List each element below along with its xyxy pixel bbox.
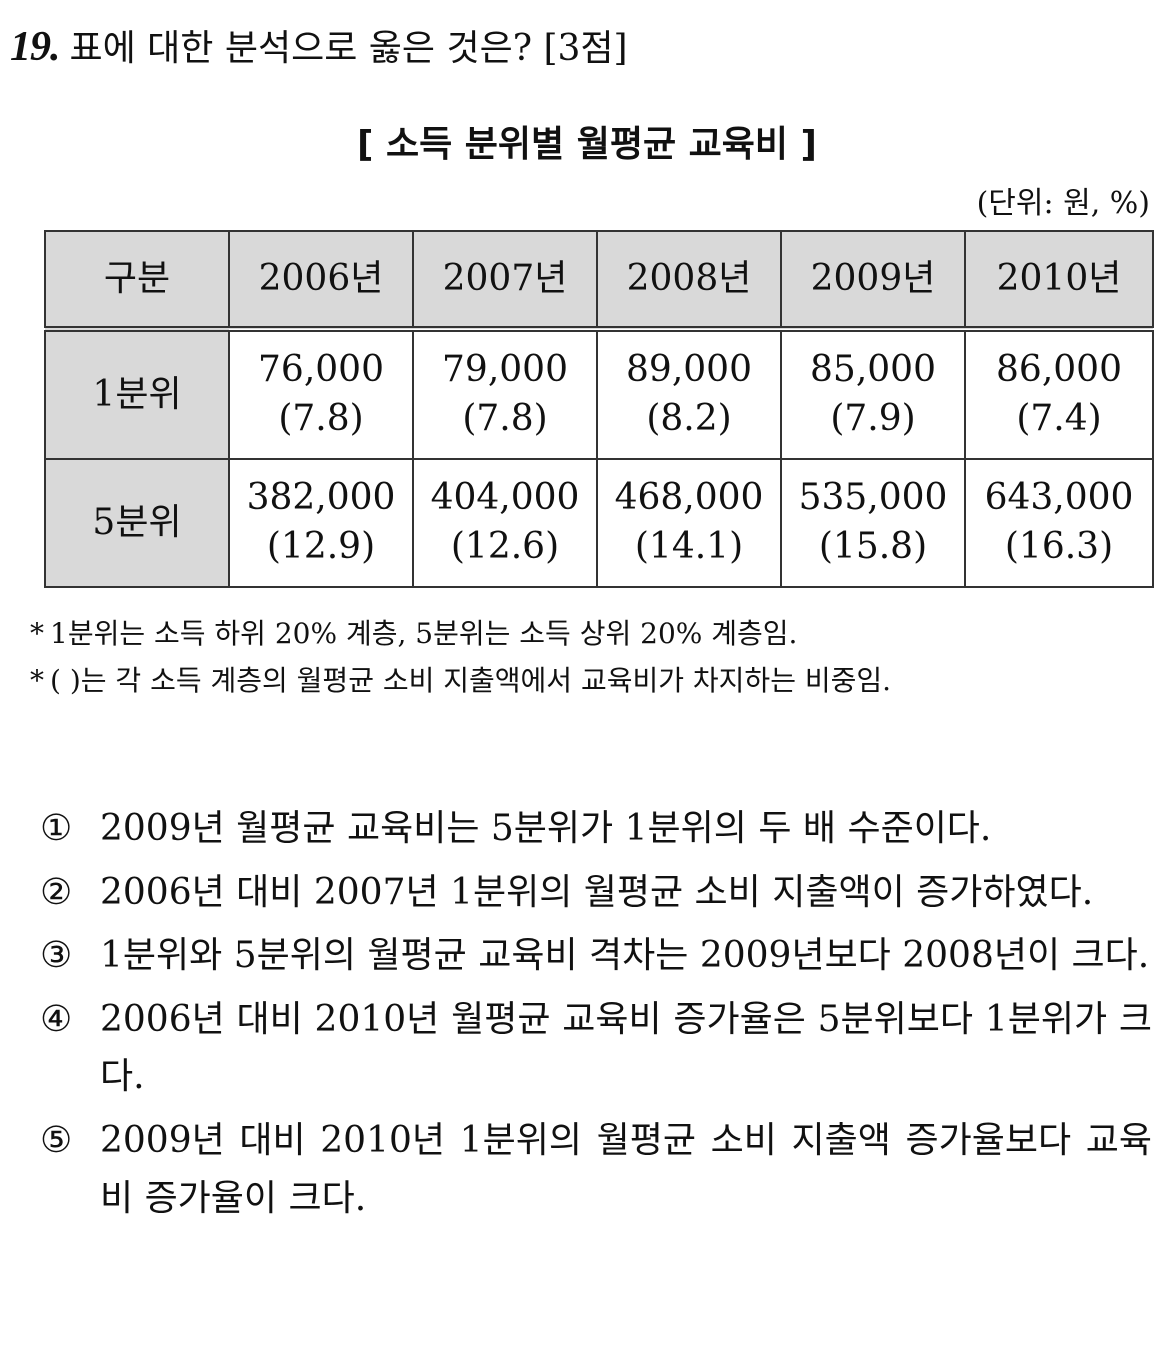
option-3[interactable]: ③ 1분위와 5분위의 월평균 교육비 격차는 2009년보다 2008년이 크… xyxy=(40,927,1152,985)
option-2[interactable]: ② 2006년 대비 2007년 1분위의 월평균 소비 지출액이 증가하였다. xyxy=(40,864,1152,922)
cell-ratio: (7.4) xyxy=(1016,398,1102,439)
table-row: 5분위 382,000 (12.9) 404,000 (12.6) 468,000 (… xyxy=(44,458,1154,588)
header-year-2007: 2007년 xyxy=(412,230,598,332)
note-item: * ( )는 각 소득 계층의 월평균 소비 지출액에서 교육비가 차지하는 비… xyxy=(30,659,1154,702)
cell-ratio: (7.8) xyxy=(462,398,548,439)
header-year-2009: 2009년 xyxy=(780,230,966,332)
note-text: ( )는 각 소득 계층의 월평균 소비 지출액에서 교육비가 차지하는 비중임… xyxy=(50,664,892,698)
option-5[interactable]: ⑤ 2009년 대비 2010년 1분위의 월평균 소비 지출액 증가율보다 교… xyxy=(40,1112,1152,1227)
option-text: 2006년 대비 2010년 월평균 교육비 증가율은 5분위보다 1분위가 크… xyxy=(100,998,1152,1098)
table-cell: 468,000 (14.1) xyxy=(596,458,782,588)
question-number: 19. xyxy=(10,24,60,70)
row-label-quintile-1: 1분위 xyxy=(44,328,230,460)
note-asterisk: * xyxy=(30,664,44,698)
table-cell: 382,000 (12.9) xyxy=(228,458,414,588)
table-cell: 535,000 (15.8) xyxy=(780,458,966,588)
cell-ratio: (12.9) xyxy=(266,526,376,567)
note-item: * 1분위는 소득 하위 20% 계층, 5분위는 소득 상위 20% 계층임. xyxy=(30,612,1154,655)
option-text: 1분위와 5분위의 월평균 교육비 격차는 2009년보다 2008년이 크다. xyxy=(100,935,1150,977)
cell-ratio: (14.1) xyxy=(634,526,744,567)
table-cell: 86,000 (7.4) xyxy=(964,328,1154,460)
cell-ratio: (7.9) xyxy=(830,398,916,439)
cell-amount: 535,000 xyxy=(798,477,948,519)
cell-amount: 89,000 xyxy=(626,349,752,391)
table-row: 1분위 76,000 (7.8) 79,000 (7.8) 89,000 (8.2) … xyxy=(44,328,1154,460)
row-label-quintile-5: 5분위 xyxy=(44,458,230,588)
option-4[interactable]: ④ 2006년 대비 2010년 월평균 교육비 증가율은 5분위보다 1분위가… xyxy=(40,991,1152,1106)
unit-label: (단위: 원, %) xyxy=(976,186,1150,221)
option-1[interactable]: ① 2009년 월평균 교육비는 5분위가 1분위의 두 배 수준이다. xyxy=(40,800,1152,858)
table-notes: * 1분위는 소득 하위 20% 계층, 5분위는 소득 상위 20% 계층임.… xyxy=(30,612,1154,707)
header-category: 구분 xyxy=(44,230,230,332)
education-cost-table: 구분 2006년 2007년 2008년 2009년 2010년 1분위 76,… xyxy=(44,230,1154,588)
option-text: 2006년 대비 2007년 1분위의 월평균 소비 지출액이 증가하였다. xyxy=(100,871,1094,913)
option-text: 2009년 월평균 교육비는 5분위가 1분위의 두 배 수준이다. xyxy=(100,808,992,849)
question-header: 19. 표에 대한 분석으로 옳은 것은? [3점] xyxy=(10,22,628,72)
cell-amount: 404,000 xyxy=(430,477,580,519)
cell-amount: 76,000 xyxy=(258,349,384,391)
question-text: 표에 대한 분석으로 옳은 것은? [3점] xyxy=(69,28,628,69)
cell-ratio: (15.8) xyxy=(818,526,928,567)
cell-ratio: (16.3) xyxy=(1004,526,1114,567)
cell-amount: 86,000 xyxy=(996,349,1122,391)
option-number: ③ xyxy=(40,935,73,977)
option-number: ① xyxy=(40,808,73,849)
answer-options: ① 2009년 월평균 교육비는 5분위가 1분위의 두 배 수준이다. ② 2… xyxy=(40,800,1152,1233)
table-header-row: 구분 2006년 2007년 2008년 2009년 2010년 xyxy=(44,230,1154,332)
cell-ratio: (7.8) xyxy=(278,398,364,439)
table-title: [ 소득 분위별 월평균 교육비 ] xyxy=(357,124,817,165)
table-cell: 643,000 (16.3) xyxy=(964,458,1154,588)
table-cell: 76,000 (7.8) xyxy=(228,328,414,460)
option-number: ② xyxy=(40,871,73,913)
table-cell: 79,000 (7.8) xyxy=(412,328,598,460)
note-asterisk: * xyxy=(30,617,44,650)
option-number: ⑤ xyxy=(40,1119,73,1161)
cell-amount: 79,000 xyxy=(442,349,568,391)
note-text: 1분위는 소득 하위 20% 계층, 5분위는 소득 상위 20% 계층임. xyxy=(50,617,798,650)
table-cell: 89,000 (8.2) xyxy=(596,328,782,460)
cell-amount: 382,000 xyxy=(246,477,396,519)
header-year-2010: 2010년 xyxy=(964,230,1154,332)
header-year-2006: 2006년 xyxy=(228,230,414,332)
cell-amount: 643,000 xyxy=(984,477,1134,519)
cell-ratio: (12.6) xyxy=(450,526,560,567)
cell-amount: 85,000 xyxy=(810,349,936,391)
header-year-2008: 2008년 xyxy=(596,230,782,332)
option-text: 2009년 대비 2010년 1분위의 월평균 소비 지출액 증가율보다 교육비… xyxy=(100,1119,1152,1219)
option-number: ④ xyxy=(40,998,73,1040)
table-cell: 85,000 (7.9) xyxy=(780,328,966,460)
cell-amount: 468,000 xyxy=(614,477,764,519)
cell-ratio: (8.2) xyxy=(646,398,732,439)
table-cell: 404,000 (12.6) xyxy=(412,458,598,588)
